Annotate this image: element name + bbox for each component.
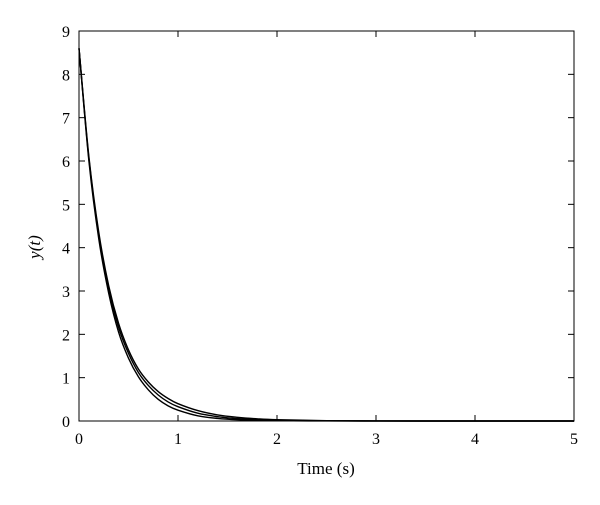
series-line-3 — [78, 48, 574, 422]
x-tick-label: 4 — [471, 431, 479, 448]
x-tick-label: 0 — [75, 431, 83, 448]
y-axis-title-variable: t — [25, 240, 44, 246]
y-tick-label: 4 — [62, 241, 70, 258]
y-tick-label: 3 — [62, 284, 70, 301]
series-line-1 — [78, 48, 574, 422]
y-tick-label: 6 — [62, 154, 70, 171]
y-tick-label: 5 — [62, 197, 70, 214]
plot-area — [78, 30, 575, 422]
y-tick-label: 2 — [62, 327, 70, 344]
y-tick-label: 9 — [62, 24, 70, 41]
series-layer — [78, 48, 574, 422]
y-tick-label: 0 — [62, 414, 70, 431]
y-axis-title: y(t) — [25, 235, 44, 261]
y-tick-label: 7 — [62, 111, 70, 128]
series-line-2 — [78, 48, 574, 422]
y-axis-title-prefix: y( — [25, 244, 44, 261]
y-axis-title-suffix: ) — [25, 235, 44, 242]
x-tick-label: 3 — [372, 431, 380, 448]
x-axis-title: Time (s) — [297, 459, 354, 478]
x-tick-label: 2 — [273, 431, 281, 448]
x-tick-label: 5 — [570, 431, 578, 448]
plot-frame — [78, 30, 575, 422]
x-tick-label: 1 — [174, 431, 182, 448]
y-tick-label: 1 — [62, 371, 70, 388]
ticks-layer: 0 1 2 3 4 5 0 1 2 3 4 5 6 7 8 9 — [62, 24, 578, 448]
y-tick-label: 8 — [62, 67, 70, 84]
